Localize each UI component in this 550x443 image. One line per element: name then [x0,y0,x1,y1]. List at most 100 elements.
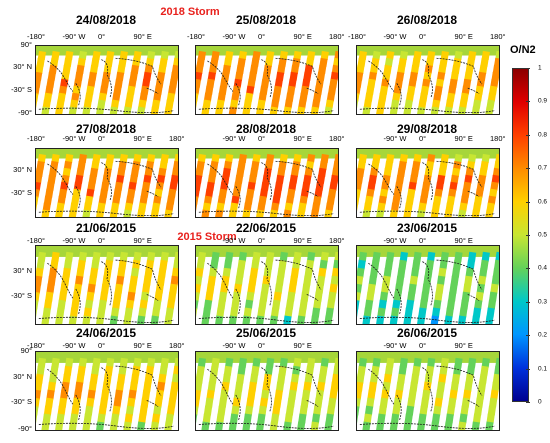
swath-segment [407,85,416,95]
swath-segment [82,106,91,114]
swath-segment [378,299,387,310]
swath-segment [448,188,457,198]
swath-segment [461,188,470,198]
swath-segment [112,405,121,416]
swath-segment [408,283,417,294]
swath-segment [329,181,338,191]
swath-segment [36,381,43,392]
swath-segment [127,85,136,95]
swath-segment [475,291,484,302]
swath-segment [300,188,309,198]
lon-tick-label: -180° [27,236,46,245]
swath-segment [165,413,174,424]
swath-segment [109,421,118,430]
swath-segment [55,421,64,430]
swath-segment [166,299,176,310]
swath-segment [311,99,321,109]
swath-segment [222,167,231,177]
swath-segment [140,85,149,95]
swath-segment [471,421,480,430]
swath-segment [156,174,166,184]
swath-segment [208,267,218,278]
swath-segment [155,78,164,88]
swath-segment [238,357,248,368]
swath-segment [274,283,283,294]
swath-segment [138,307,147,318]
swath-segment [304,267,313,278]
swath-segment [481,50,490,60]
swath-segment [290,267,300,278]
swath-segment [196,275,203,286]
swath-segment [318,267,327,278]
swath-segment [477,275,487,286]
swath-segment [211,357,220,368]
map-panel-8 [356,245,500,325]
swath-segment [133,153,142,163]
swath-segment [289,71,298,81]
swath-segment [69,99,79,109]
swath-segment [222,373,231,384]
swath-segment [164,106,173,114]
swath-segment [269,209,278,217]
lon-tick-label: 90° E [133,341,152,350]
swath-segment [440,251,449,262]
swath-segment [98,92,107,102]
swath-segment [299,92,308,102]
swath-segment [285,92,295,102]
swath-segment [92,251,101,262]
swath-segment [150,315,159,324]
swath-segment [220,389,229,400]
swath-segment [465,64,474,74]
lon-tick-label: 0° [258,341,266,350]
swath-segment [72,188,81,198]
swath-segment [420,291,430,302]
swath-segment [133,50,142,60]
swath-segment [304,167,313,177]
swath-segment [215,106,224,114]
swath-segment [366,291,375,302]
swath-segment [489,85,498,95]
swath-segment [106,357,115,368]
orbit-track-map [196,46,338,114]
swath-segment [474,92,483,102]
swath-segment [160,357,169,368]
swath-segment [288,181,297,191]
swath-segment [301,78,311,88]
swath-segment [36,267,44,278]
swath-segment [453,365,462,376]
swath-segment [48,373,58,384]
swath-segment [474,405,483,416]
swath-segment [169,181,178,191]
swath-segment [41,421,50,430]
swath-segment [76,267,85,278]
swath-segment [333,57,338,67]
swath-segment [273,291,282,302]
swath-segment [278,160,287,170]
swath-segment [494,160,499,170]
swath-segment [377,307,386,318]
swath-segment [486,202,495,212]
swath-segment [55,315,64,324]
swath-segment [114,181,123,191]
swath-segment [92,50,101,60]
swath-segment [481,153,490,163]
swath-segment [159,365,168,376]
swath-segment [223,259,233,270]
swath-segment [404,413,413,424]
coastline [38,365,174,429]
swath-segment [84,405,94,416]
swath-segment [439,57,448,67]
swath-segment [36,57,45,67]
swath-segment [434,85,443,95]
colorbar-tick-label: 0.7 [538,164,548,172]
lon-tick-label: -90° W [383,341,407,350]
swath-segment [217,299,226,310]
swath-segment [196,79,202,88]
swath-segment [151,99,161,109]
swath-segment [139,92,148,102]
swath-segment [196,182,202,191]
swath-segment [316,381,326,392]
polar-band [36,352,178,363]
swath-segment [476,389,485,400]
swath-segment [86,85,95,95]
